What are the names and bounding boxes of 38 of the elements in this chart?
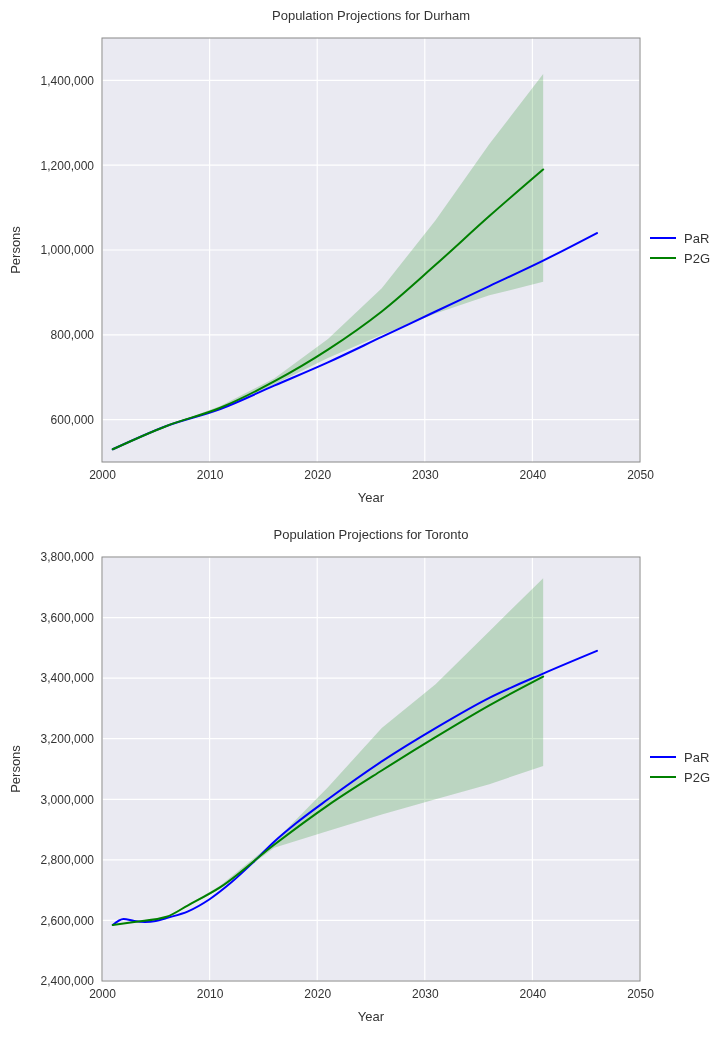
y-tick-label: 1,400,000	[40, 73, 95, 88]
y-tick-label: 2,800,000	[40, 853, 95, 868]
y-tick-label: 3,200,000	[40, 732, 95, 747]
legend-label: PaR	[684, 230, 710, 246]
y-tick-label: 1,200,000	[40, 158, 95, 173]
y-tick-label: 2,400,000	[40, 974, 95, 989]
x-tick-label: 2050	[627, 986, 655, 1001]
y-tick-label: 3,600,000	[40, 610, 95, 625]
x-tick-label: 2000	[89, 986, 117, 1001]
x-axis-title: Year	[357, 1009, 385, 1024]
x-tick-label: 2020	[304, 467, 332, 482]
legend-label: PaR	[684, 749, 710, 765]
line-series	[111, 649, 598, 926]
x-tick-label: 2050	[627, 467, 655, 482]
chart-title: Population Projections for Toronto	[273, 527, 469, 542]
legend-label: P2G	[684, 250, 710, 266]
x-tick-label: 2040	[519, 467, 547, 482]
y-tick-label: 800,000	[50, 328, 95, 343]
y-tick-label: 1,000,000	[40, 243, 95, 258]
x-tick-label: 2020	[304, 986, 332, 1001]
y-tick-label: 2,600,000	[40, 913, 95, 928]
x-tick-label: 2030	[411, 467, 439, 482]
y-tick-label: 3,000,000	[40, 792, 95, 807]
line-series	[111, 675, 545, 926]
legend-label: P2G	[684, 769, 710, 785]
x-tick-label: 2010	[196, 467, 224, 482]
x-tick-label: 2010	[196, 986, 224, 1001]
x-tick-label: 2000	[89, 467, 117, 482]
x-tick-label: 2030	[411, 986, 439, 1001]
y-tick-label: 3,800,000	[40, 550, 95, 565]
y-axis-title: Persons	[8, 225, 23, 274]
y-tick-label: 3,400,000	[40, 671, 95, 686]
chart-title: Population Projections for Durham	[272, 8, 470, 23]
y-axis-title: Persons	[8, 744, 23, 793]
line-series	[111, 168, 545, 451]
x-tick-label: 2040	[519, 986, 547, 1001]
x-axis-title: Year	[357, 490, 385, 505]
y-tick-label: 600,000	[50, 412, 95, 427]
